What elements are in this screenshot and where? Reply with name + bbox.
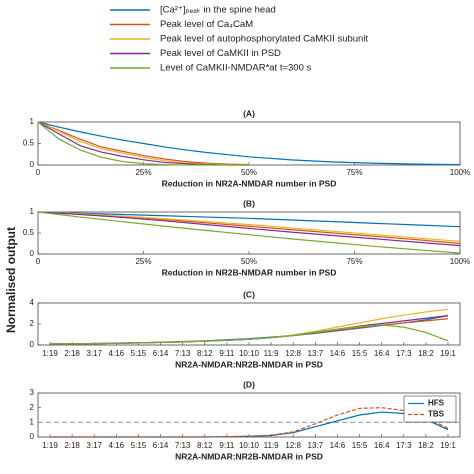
x-tick-label: 6:14	[153, 441, 169, 450]
legend-label: HFS	[428, 399, 445, 408]
legend-label: TBS	[428, 410, 445, 419]
x-tick-label: 11:9	[264, 349, 280, 358]
y-tick-label: 0	[30, 160, 35, 169]
legend: [Ca²⁺]ₚₑₐₖ in the spine head Peak level o…	[110, 5, 368, 74]
y-axis-label: Normalised output	[4, 227, 18, 333]
x-tick-label: 18:2	[418, 349, 434, 358]
x-tick-label: 6:14	[153, 349, 169, 358]
x-tick-label: 13:7	[308, 349, 324, 358]
legend-label: Level of CaMKII-NMDAR*at t=300 s	[160, 63, 312, 74]
x-tick-label: 2:18	[64, 441, 80, 450]
y-tick-label: 2	[30, 403, 35, 412]
x-axis-label: Reduction in NR2B-NMDAR number in PSD	[162, 267, 337, 277]
y-tick-label: 1	[30, 117, 35, 126]
series-line	[50, 407, 449, 438]
x-tick-label: 1:19	[42, 349, 58, 358]
panel-legend: HFS TBS	[403, 395, 457, 423]
panel-title: (D)	[243, 379, 255, 389]
x-tick-label: 25%	[135, 257, 151, 266]
y-tick-label: 1	[30, 417, 35, 426]
x-tick-label: 10:10	[239, 441, 260, 450]
legend-box	[403, 395, 457, 423]
panel-title: (B)	[243, 198, 255, 208]
plot-frame	[37, 121, 461, 166]
x-tick-label: 3:17	[86, 349, 102, 358]
y-tick-label: 3	[30, 388, 35, 397]
y-tick-label: 4	[30, 298, 35, 307]
x-tick-label: 0	[36, 257, 41, 266]
x-tick-label: 12:8	[285, 441, 301, 450]
series-line	[37, 121, 249, 166]
x-tick-label: 11:9	[264, 441, 280, 450]
x-tick-label: 14:6	[330, 441, 346, 450]
x-tick-label: 50%	[241, 257, 257, 266]
plot-frame	[37, 392, 461, 438]
series-line	[49, 324, 449, 345]
y-tick-label: 0.5	[23, 228, 35, 237]
x-tick-label: 19:1	[440, 441, 456, 450]
y-tick-label: 0.5	[23, 139, 35, 148]
legend-label: [Ca²⁺]ₚₑₐₖ in the spine head	[160, 5, 276, 16]
panel-title: (C)	[243, 289, 255, 299]
x-tick-label: 100%	[450, 168, 470, 177]
x-tick-label: 7:13	[175, 441, 191, 450]
x-tick-label: 16:4	[374, 349, 390, 358]
x-tick-label: 25%	[135, 168, 151, 177]
x-tick-label: 3:17	[86, 441, 102, 450]
x-tick-label: 16:4	[374, 441, 390, 450]
x-tick-label: 75%	[346, 168, 362, 177]
x-tick-label: 0	[36, 168, 41, 177]
y-tick-label: 0	[30, 432, 35, 441]
series-line	[50, 411, 449, 438]
legend-label: Peak level of Ca₄CaM	[160, 19, 253, 30]
x-tick-label: 14:6	[330, 349, 346, 358]
x-tick-label: 75%	[346, 257, 362, 266]
legend-label: Peak level of CaMKII in PSD	[160, 48, 281, 59]
x-tick-label: 15:5	[352, 441, 368, 450]
x-tick-label: 8:12	[197, 349, 213, 358]
series-line	[37, 211, 461, 247]
y-tick-label: 0	[30, 249, 35, 258]
x-tick-label: 5:15	[131, 441, 147, 450]
x-tick-label: 1:19	[42, 441, 58, 450]
x-tick-label: 9:11	[219, 349, 235, 358]
x-tick-label: 8:12	[197, 441, 213, 450]
x-axis-label: NR2A-NMDAR:NR2B-NMDAR in PSD	[175, 451, 323, 461]
panel-title: (A)	[243, 108, 255, 118]
x-tick-label: 15:5	[352, 349, 368, 358]
x-tick-label: 50%	[241, 168, 257, 177]
x-tick-label: 17:3	[396, 441, 412, 450]
y-tick-label: 0	[30, 340, 35, 349]
x-tick-label: 4:16	[109, 441, 125, 450]
y-tick-label: 1	[30, 207, 35, 216]
legend-label: Peak level of autophosphorylated CaMKII …	[160, 34, 368, 45]
y-tick-label: 2	[30, 319, 35, 328]
x-tick-label: 10:10	[239, 349, 260, 358]
x-tick-label: 17:3	[396, 349, 412, 358]
series-line	[37, 211, 461, 228]
x-tick-label: 19:1	[440, 349, 456, 358]
series-line	[37, 121, 461, 166]
x-tick-label: 18:2	[418, 441, 434, 450]
x-tick-label: 4:16	[109, 349, 125, 358]
x-tick-label: 5:15	[131, 349, 147, 358]
x-tick-label: 9:11	[219, 441, 235, 450]
x-tick-label: 100%	[450, 257, 470, 266]
x-tick-label: 12:8	[285, 349, 301, 358]
x-axis-label: NR2A-NMDAR:NR2B-NMDAR in PSD	[175, 359, 323, 369]
series-line	[37, 211, 461, 254]
x-tick-label: 2:18	[64, 349, 80, 358]
x-tick-label: 13:7	[308, 441, 324, 450]
x-axis-label: Reduction in NR2A-NMDAR number in PSD	[162, 178, 337, 188]
series-line	[37, 211, 461, 245]
series-line	[37, 121, 250, 166]
x-tick-label: 7:13	[175, 349, 191, 358]
series-line	[37, 211, 461, 242]
